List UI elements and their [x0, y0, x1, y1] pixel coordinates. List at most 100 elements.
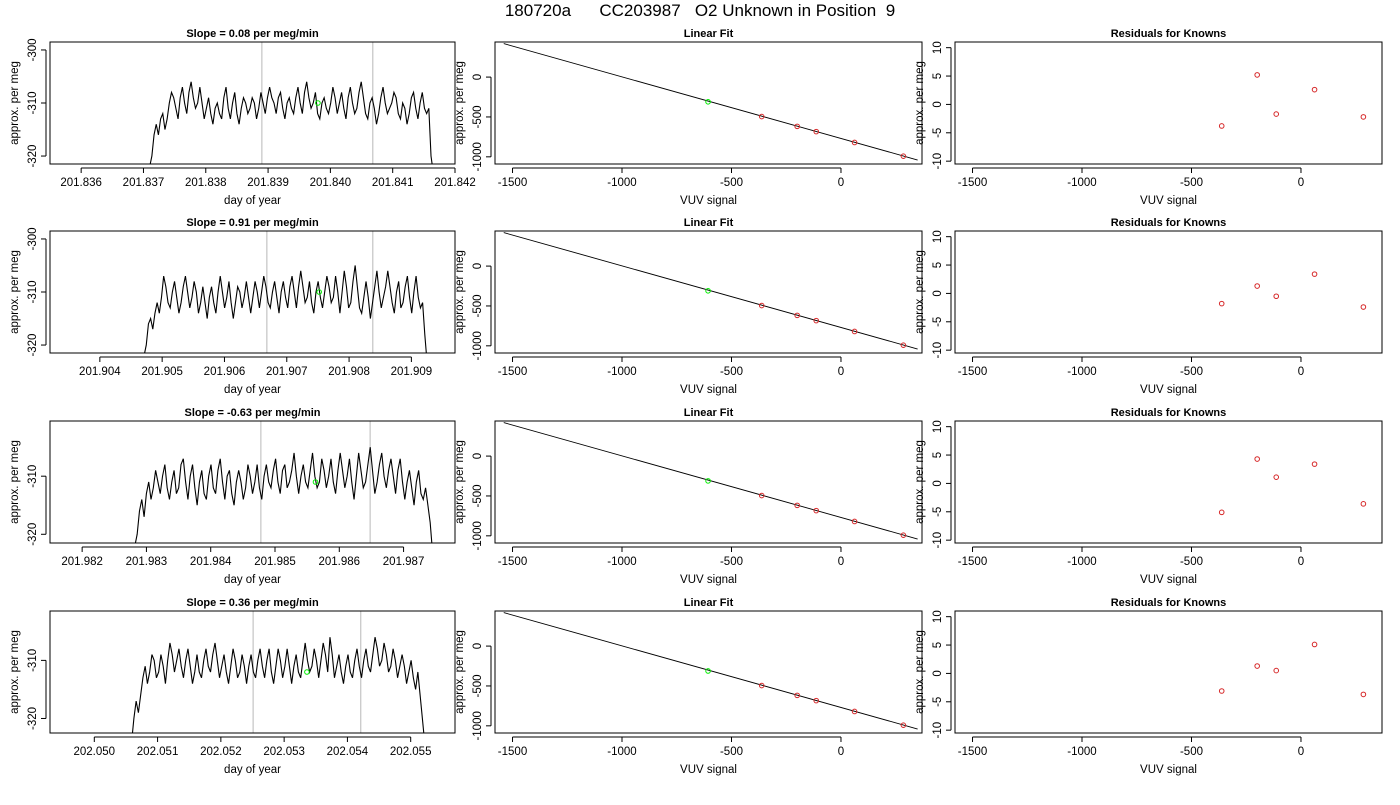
plot-frame [49, 41, 456, 165]
y-tick-label: -10 [932, 153, 944, 170]
known-point [758, 492, 765, 499]
known-point [900, 722, 907, 728]
known-point [1254, 72, 1260, 78]
plot-frame [494, 41, 923, 165]
panel-title: Residuals for Knowns [1111, 597, 1227, 609]
x-tick-label: -500 [1180, 177, 1203, 189]
known-point [1360, 304, 1367, 310]
x-tick-label: -1000 [1067, 177, 1096, 189]
y-tick-label: 0 [932, 290, 944, 296]
known-point [900, 153, 907, 159]
panel-timeseries-row-3: Slope = -0.63 per meg/min 201.982 201.983 2… [9, 407, 456, 586]
y-tick-label: 0 [472, 74, 484, 80]
x-tick-label: -1500 [498, 746, 527, 758]
x-axis-label: day of year [224, 195, 281, 207]
x-tick-label: 201.908 [328, 366, 370, 378]
x-axis-label: VUV signal [680, 764, 737, 776]
series-line [134, 447, 433, 543]
unknown-point [705, 99, 711, 105]
panel-residuals-row-3: Residuals for Knowns -1500 -1000 -500 0 VUV s… [914, 407, 1383, 586]
y-tick-label: 5 [932, 452, 944, 458]
y-tick-label: 0 [932, 101, 944, 107]
x-tick-label: -1500 [498, 177, 527, 189]
x-tick-label: 201.842 [434, 177, 476, 189]
y-axis-label: approx. per meg [914, 630, 926, 714]
y-tick-label: -500 [472, 294, 484, 317]
x-tick-label: -1500 [958, 746, 987, 758]
x-axis-label: VUV signal [1140, 574, 1197, 586]
y-axis-label: approx. per meg [454, 61, 466, 145]
x-tick-label: 201.987 [383, 556, 425, 568]
x-tick-label: 0 [838, 746, 844, 758]
panel-fit-row-1: Linear Fit -1500 -1000 -500 0 VUV signal 0 -500… [454, 28, 923, 207]
panel-title: Residuals for Knowns [1111, 407, 1227, 419]
x-axis-label: VUV signal [680, 195, 737, 207]
panel-title: Slope = -0.63 per meg/min [184, 407, 320, 419]
y-tick-label: 10 [932, 610, 944, 623]
y-tick-label: -500 [472, 105, 484, 128]
y-tick-label: -320 [27, 145, 39, 168]
x-tick-label: 0 [838, 556, 844, 568]
plot-frame [954, 420, 1383, 544]
y-axis-label: approx. per meg [914, 250, 926, 334]
y-tick-label: -10 [932, 722, 944, 739]
y-tick-label: 10 [932, 230, 944, 243]
y-tick-label: -5 [932, 697, 944, 707]
y-tick-label: 0 [472, 643, 484, 649]
series-line [144, 265, 427, 353]
x-axis-label: VUV signal [1140, 195, 1197, 207]
y-axis-label: approx. per meg [454, 250, 466, 334]
x-tick-label: -500 [720, 746, 743, 758]
y-tick-label: -310 [27, 280, 39, 303]
unknown-point [316, 289, 322, 295]
y-tick-label: 5 [932, 262, 944, 268]
known-point [1273, 474, 1280, 480]
plot-frame [494, 420, 923, 544]
x-tick-label: 202.055 [390, 746, 432, 758]
x-tick-label: 201.838 [185, 177, 227, 189]
x-tick-label: -500 [720, 556, 743, 568]
known-point [1218, 123, 1225, 129]
panel-fit-row-4: Linear Fit -1500 -1000 -500 0 VUV signal 0 -500… [454, 597, 923, 776]
panel-fit-row-2: Linear Fit -1500 -1000 -500 0 VUV signal 0 -500… [454, 217, 923, 396]
x-axis-label: VUV signal [680, 574, 737, 586]
x-axis-label: day of year [224, 384, 281, 396]
x-tick-label: -1000 [1067, 746, 1096, 758]
y-axis-label: approx. per meg [454, 630, 466, 714]
x-tick-label: 201.904 [79, 366, 121, 378]
x-tick-label: 201.841 [372, 177, 414, 189]
known-point [813, 128, 820, 135]
x-tick-label: 201.985 [254, 556, 296, 568]
y-tick-label: -500 [472, 484, 484, 507]
y-tick-label: -310 [27, 91, 39, 114]
plot-frame [954, 41, 1383, 165]
x-axis-label: VUV signal [1140, 384, 1197, 396]
panel-fit-row-3: Linear Fit -1500 -1000 -500 0 VUV signal 0 -500… [454, 407, 923, 586]
y-axis-label: approx. per meg [914, 61, 926, 145]
y-tick-label: -1000 [472, 331, 484, 360]
known-point [900, 532, 907, 538]
panel-timeseries-row-2: Slope = 0.91 per meg/min 201.904 201.905 20… [9, 217, 456, 396]
x-tick-label: 201.906 [204, 366, 246, 378]
known-point [1311, 86, 1318, 93]
x-axis-label: VUV signal [680, 384, 737, 396]
x-tick-label: 201.837 [123, 177, 165, 189]
y-tick-label: 0 [472, 453, 484, 459]
series-line [131, 637, 425, 733]
x-tick-label: 202.054 [327, 746, 369, 758]
x-axis-label: day of year [224, 764, 281, 776]
known-point [813, 317, 820, 324]
x-tick-label: -500 [720, 177, 743, 189]
known-point [1273, 667, 1280, 674]
y-tick-label: -320 [27, 334, 39, 357]
known-point [851, 518, 858, 525]
panel-residuals-row-1: Residuals for Knowns -1500 -1000 -500 0 VUV s… [914, 28, 1383, 207]
known-point [794, 692, 800, 699]
x-tick-label: -500 [720, 366, 743, 378]
y-tick-label: 0 [932, 480, 944, 486]
y-axis-label: approx. per meg [914, 440, 926, 524]
y-axis-label: approx. per meg [9, 61, 21, 145]
unknown-point [705, 668, 711, 674]
known-point [1218, 688, 1225, 694]
